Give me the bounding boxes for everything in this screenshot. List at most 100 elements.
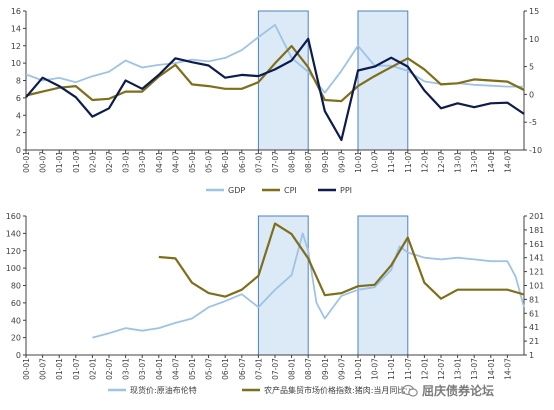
x-tick-label: 05-01 — [188, 151, 197, 173]
right-tick-label: 141 — [529, 254, 544, 263]
x-tick-label: 12-07 — [437, 358, 446, 380]
x-tick-label: 14-01 — [487, 358, 496, 380]
x-tick-label: 13-01 — [454, 358, 463, 380]
left-tick-label: 60 — [11, 299, 21, 308]
left-tick-label: 120 — [6, 247, 21, 256]
x-tick-label: 08-01 — [288, 151, 297, 173]
x-tick-label: 04-07 — [171, 151, 180, 173]
x-tick-label: 00-07 — [39, 358, 48, 380]
legend-label: GDP — [228, 186, 245, 195]
series-line-现货价:原油布伦特 — [92, 232, 525, 339]
legend-label: 农产品集贸市场价格指数:猪肉:当月同比 — [264, 385, 405, 395]
x-tick-label: 02-07 — [105, 358, 114, 380]
x-tick-label: 01-01 — [55, 358, 64, 380]
left-tick-label: 80 — [11, 282, 21, 291]
x-tick-label: 09-01 — [321, 358, 330, 380]
x-tick-label: 13-01 — [454, 151, 463, 173]
x-tick-label: 06-07 — [238, 358, 247, 380]
x-tick-label: 12-07 — [437, 151, 446, 173]
left-tick-label: 100 — [6, 264, 21, 273]
x-tick-label: 11-07 — [404, 151, 413, 173]
x-tick-label: 06-01 — [221, 151, 230, 173]
watermark-text: 屈庆债券论坛 — [422, 384, 495, 398]
x-tick-label: 10-07 — [371, 358, 380, 380]
shaded-period-1 — [257, 10, 309, 151]
x-tick-label: 10-07 — [371, 151, 380, 173]
right-tick-label: -5 — [529, 118, 537, 127]
right-tick-label: 61 — [529, 309, 539, 318]
x-tick-label: 03-01 — [122, 358, 131, 380]
x-tick-label: 02-07 — [105, 151, 114, 173]
right-tick-label: 101 — [529, 282, 544, 291]
x-tick-label: 10-01 — [354, 151, 363, 173]
x-tick-label: 12-01 — [420, 151, 429, 173]
x-tick-label: 09-01 — [321, 151, 330, 173]
left-tick-label: 8 — [16, 77, 21, 86]
legend-label: PPI — [340, 186, 352, 195]
x-tick-label: 04-01 — [155, 151, 164, 173]
x-tick-label: 03-07 — [138, 151, 147, 173]
chart-panel-2: 0204060801001201401601214161811011211411… — [6, 212, 545, 395]
right-tick-label: 21 — [529, 337, 539, 346]
x-tick-label: 14-01 — [487, 151, 496, 173]
x-tick-label: 13-07 — [470, 358, 479, 380]
left-tick-label: 0 — [16, 146, 21, 155]
x-tick-label: 06-01 — [221, 358, 230, 380]
chart-panel-1: 0 2 4 6 8 10 12 14 16 -10 -5 0 5 10 15 00-01 00-07 01-01 0… — [11, 7, 542, 195]
left-tick-label: 6 — [16, 94, 21, 103]
right-tick-label: 10 — [529, 35, 539, 44]
x-tick-label: 03-01 — [122, 151, 131, 173]
legend-label: 现货价:原油布伦特 — [130, 385, 197, 395]
x-tick-label: 07-07 — [271, 151, 280, 173]
x-tick-label: 05-01 — [188, 358, 197, 380]
series-line-PPI — [25, 37, 525, 142]
left-tick-label: 10 — [11, 59, 21, 68]
x-tick-label: 01-01 — [55, 151, 64, 173]
x-tick-label: 01-07 — [72, 358, 81, 380]
x-tick-label: 09-07 — [337, 151, 346, 173]
x-tick-label: 05-07 — [205, 358, 214, 380]
left-tick-label: 40 — [11, 316, 21, 325]
left-tick-label: 12 — [11, 42, 21, 51]
right-tick-label: -10 — [529, 146, 542, 155]
right-tick-label: 201 — [529, 212, 544, 221]
x-tick-label: 11-07 — [404, 358, 413, 380]
left-tick-label: 160 — [6, 212, 21, 221]
left-tick-label: 140 — [6, 229, 21, 238]
left-tick-label: 2 — [16, 129, 21, 138]
x-tick-label: 00-01 — [22, 358, 31, 380]
x-tick-label: 07-07 — [271, 358, 280, 380]
x-tick-label: 08-01 — [288, 358, 297, 380]
right-tick-label: 0 — [529, 90, 534, 99]
series-line-CPI — [25, 44, 525, 103]
x-tick-label: 08-07 — [304, 358, 313, 380]
right-tick-label: 5 — [529, 63, 534, 72]
x-tick-label: 00-07 — [39, 151, 48, 173]
watermark: 屈庆债券论坛 — [402, 382, 494, 399]
x-tick-label: 06-07 — [238, 151, 247, 173]
x-tick-label: 02-01 — [88, 151, 97, 173]
x-tick-label: 14-07 — [503, 358, 512, 380]
x-tick-label: 01-07 — [72, 151, 81, 173]
left-tick-label: 20 — [11, 334, 21, 343]
x-tick-label: 11-01 — [387, 151, 396, 173]
right-tick-label: 41 — [529, 323, 539, 332]
left-tick-label: 16 — [11, 7, 21, 16]
series-line-农产品集贸市场价格指数:猪肉:当月同比 — [158, 222, 525, 300]
right-tick-label: 81 — [529, 295, 539, 304]
wechat-icon — [402, 384, 418, 397]
shaded-period-1 — [257, 215, 309, 356]
x-tick-label: 11-01 — [387, 358, 396, 380]
left-tick-label: 4 — [16, 111, 21, 120]
x-tick-label: 02-01 — [88, 358, 97, 380]
right-tick-label: 181 — [529, 226, 544, 235]
left-tick-label: 0 — [16, 351, 21, 360]
x-tick-label: 04-01 — [155, 358, 164, 380]
left-tick-label: 14 — [11, 24, 21, 33]
x-tick-label: 10-01 — [354, 358, 363, 380]
x-tick-label: 12-01 — [420, 358, 429, 380]
x-tick-label: 07-01 — [254, 151, 263, 173]
right-tick-label: 1 — [529, 351, 534, 360]
x-tick-label: 08-07 — [304, 151, 313, 173]
